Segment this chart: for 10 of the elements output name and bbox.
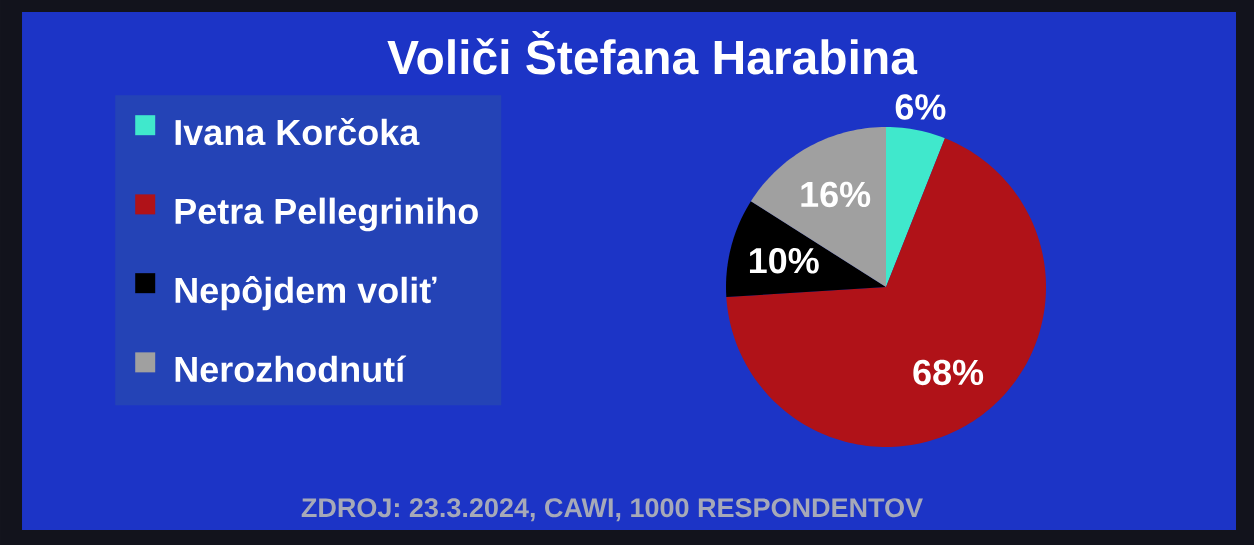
text: ZDROJ: 23.3.2024, CAWI, 1000 RESPONDENTOV	[301, 498, 923, 522]
data-label: 10%	[749, 247, 819, 274]
data-label: 16%	[801, 181, 871, 208]
chart-title: Voliči Štefana Harabina	[387, 30, 918, 75]
data-label: 68%	[913, 359, 984, 386]
legend-label: Ivana Korčoka	[175, 118, 420, 146]
legend-label: Petra Pellegriniho	[175, 197, 478, 232]
data-label: 6%	[895, 94, 946, 120]
legend-label: Nepôjdem voliť	[175, 275, 437, 311]
legend-label: Nerozhodnutí	[175, 355, 407, 383]
